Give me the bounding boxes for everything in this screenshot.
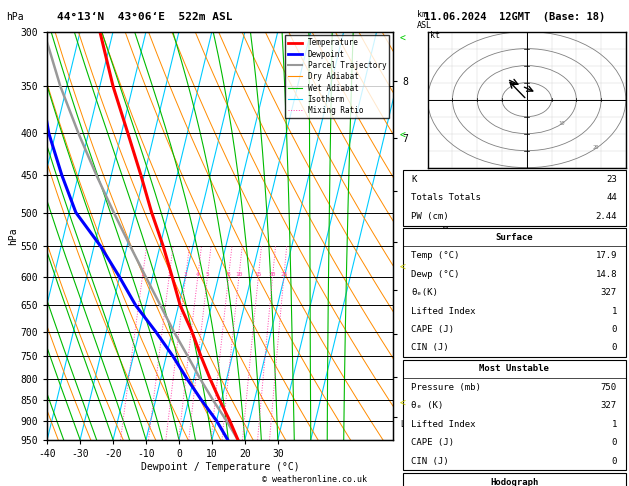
Text: 2: 2 — [167, 272, 171, 277]
Text: Lifted Index: Lifted Index — [411, 307, 476, 315]
Text: 4: 4 — [196, 272, 199, 277]
Text: 20: 20 — [593, 145, 599, 150]
Text: km
ASL: km ASL — [418, 10, 432, 30]
Text: Most Unstable: Most Unstable — [479, 364, 549, 373]
Text: 0: 0 — [611, 438, 617, 447]
Text: 20: 20 — [269, 272, 276, 277]
Text: PW (cm): PW (cm) — [411, 212, 449, 221]
Text: <: < — [399, 399, 405, 408]
Text: CAPE (J): CAPE (J) — [411, 438, 455, 447]
Y-axis label: hPa: hPa — [8, 227, 18, 244]
Text: CIN (J): CIN (J) — [411, 344, 449, 352]
Text: Temp (°C): Temp (°C) — [411, 251, 460, 260]
Text: 327: 327 — [601, 288, 617, 297]
FancyBboxPatch shape — [403, 170, 626, 226]
Text: θₑ(K): θₑ(K) — [411, 288, 438, 297]
Text: θₑ (K): θₑ (K) — [411, 401, 443, 410]
Text: Hodograph: Hodograph — [490, 478, 538, 486]
Text: Mixing Ratio (g/kg): Mixing Ratio (g/kg) — [442, 188, 450, 283]
Text: 0: 0 — [611, 344, 617, 352]
FancyBboxPatch shape — [403, 360, 626, 470]
Text: 1: 1 — [611, 420, 617, 429]
Text: CIN (J): CIN (J) — [411, 457, 449, 466]
Text: 5: 5 — [206, 272, 209, 277]
Text: © weatheronline.co.uk: © weatheronline.co.uk — [262, 474, 367, 484]
Text: 8: 8 — [226, 272, 230, 277]
Text: 3: 3 — [184, 272, 187, 277]
Text: LCL: LCL — [400, 420, 414, 429]
Text: 15: 15 — [255, 272, 262, 277]
Text: Dewp (°C): Dewp (°C) — [411, 270, 460, 278]
Text: Totals Totals: Totals Totals — [411, 193, 481, 202]
Text: <: < — [399, 131, 405, 141]
Text: Pressure (mb): Pressure (mb) — [411, 383, 481, 392]
Text: 327: 327 — [601, 401, 617, 410]
Text: 0: 0 — [611, 457, 617, 466]
Text: 2.44: 2.44 — [596, 212, 617, 221]
Text: hPa: hPa — [6, 12, 24, 22]
Text: Lifted Index: Lifted Index — [411, 420, 476, 429]
Text: <: < — [399, 262, 405, 272]
Text: 1: 1 — [140, 272, 144, 277]
Text: <: < — [399, 34, 405, 44]
Text: kt: kt — [430, 32, 440, 40]
Text: 44°13‘N  43°06‘E  522m ASL: 44°13‘N 43°06‘E 522m ASL — [57, 12, 232, 22]
Text: 10: 10 — [235, 272, 243, 277]
Text: 1: 1 — [611, 307, 617, 315]
Text: 14.8: 14.8 — [596, 270, 617, 278]
Text: 10: 10 — [558, 121, 565, 126]
X-axis label: Dewpoint / Temperature (°C): Dewpoint / Temperature (°C) — [141, 462, 299, 471]
FancyBboxPatch shape — [403, 228, 626, 357]
Legend: Temperature, Dewpoint, Parcel Trajectory, Dry Adiabat, Wet Adiabat, Isotherm, Mi: Temperature, Dewpoint, Parcel Trajectory… — [285, 35, 389, 118]
Text: 44: 44 — [606, 193, 617, 202]
Text: Surface: Surface — [496, 233, 533, 242]
Text: 11.06.2024  12GMT  (Base: 18): 11.06.2024 12GMT (Base: 18) — [423, 12, 605, 22]
Text: CAPE (J): CAPE (J) — [411, 325, 455, 334]
Text: 17.9: 17.9 — [596, 251, 617, 260]
Text: 25: 25 — [280, 272, 287, 277]
Text: 750: 750 — [601, 383, 617, 392]
Text: 23: 23 — [606, 175, 617, 184]
Text: 0: 0 — [611, 325, 617, 334]
Text: K: K — [411, 175, 417, 184]
FancyBboxPatch shape — [403, 473, 626, 486]
